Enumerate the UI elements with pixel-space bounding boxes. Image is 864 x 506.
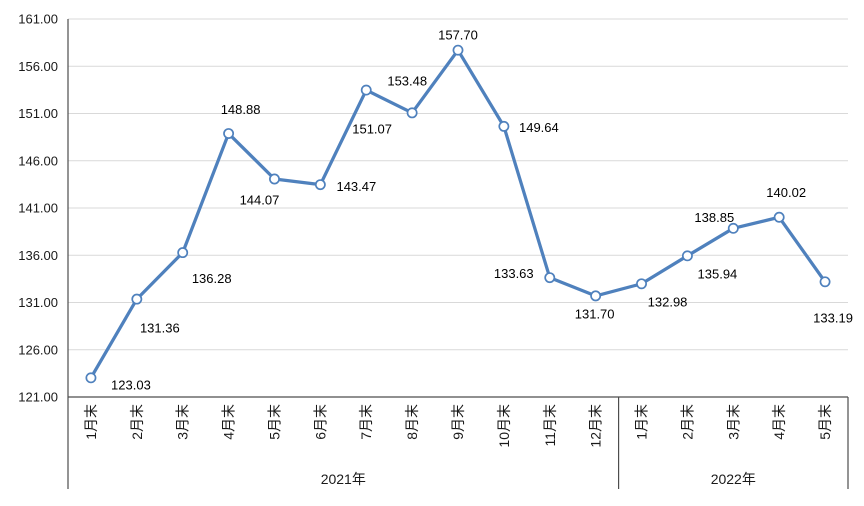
data-value-label: 151.07 — [352, 121, 392, 136]
data-value-label: 143.47 — [336, 179, 376, 194]
data-point-marker — [452, 44, 464, 56]
y-axis-tick-label: 126.00 — [18, 342, 58, 357]
data-point-marker — [314, 179, 326, 191]
data-point-marker — [681, 250, 693, 262]
data-value-label: 135.94 — [698, 266, 738, 281]
x-axis-category-label: 11月末 — [542, 404, 558, 447]
y-axis-tick-label: 121.00 — [18, 390, 58, 405]
data-value-label: 149.64 — [519, 120, 559, 135]
data-value-label: 131.70 — [575, 306, 615, 321]
data-value-label: 144.07 — [240, 192, 280, 207]
y-axis-tick-label: 141.00 — [18, 201, 58, 216]
data-point-marker — [131, 293, 143, 305]
data-point-marker — [773, 211, 785, 223]
data-value-label: 133.19 — [813, 310, 853, 325]
data-value-label: 138.85 — [694, 210, 734, 225]
data-point-marker — [727, 222, 739, 234]
data-point-marker — [498, 120, 510, 132]
data-value-label: 131.36 — [140, 321, 180, 336]
x-axis-category-label: 7月末 — [358, 404, 374, 440]
x-axis-category-label: 1月末 — [634, 404, 650, 440]
x-axis-category-label: 1月末 — [83, 404, 99, 440]
x-axis-year-label: 2022年 — [711, 471, 756, 487]
data-value-label: 133.63 — [494, 266, 534, 281]
x-axis-category-label: 2月末 — [679, 404, 695, 440]
data-value-label: 132.98 — [648, 294, 688, 309]
y-axis-tick-label: 151.00 — [18, 106, 58, 121]
data-value-label: 153.48 — [387, 74, 427, 89]
x-axis-category-label: 6月末 — [312, 404, 328, 440]
data-point-marker — [406, 107, 418, 119]
data-point-marker — [590, 290, 602, 302]
x-axis-category-label: 2月末 — [129, 404, 145, 440]
data-value-label: 140.02 — [766, 185, 806, 200]
data-point-marker — [544, 272, 556, 284]
x-axis-category-label: 10月末 — [496, 404, 512, 448]
data-value-label: 123.03 — [111, 377, 151, 392]
data-point-marker — [223, 128, 235, 139]
x-axis-category-label: 9月末 — [450, 404, 466, 440]
x-axis-category-label: 5月末 — [817, 404, 833, 440]
data-point-marker — [819, 276, 831, 288]
data-point-marker — [85, 372, 97, 384]
y-axis-tick-label: 156.00 — [18, 59, 58, 74]
x-axis-category-label: 12月末 — [588, 404, 604, 448]
y-axis-tick-label: 136.00 — [18, 248, 58, 263]
data-value-label: 148.88 — [221, 102, 261, 117]
y-axis-tick-label: 161.00 — [18, 12, 58, 27]
x-axis-category-label: 8月末 — [404, 404, 420, 440]
x-axis-category-label: 4月末 — [771, 404, 787, 440]
data-value-label: 136.28 — [192, 271, 232, 286]
x-axis-category-label: 4月末 — [221, 404, 237, 440]
x-axis-category-label: 3月末 — [175, 404, 191, 440]
data-point-marker — [269, 173, 280, 185]
x-axis-category-label: 3月末 — [725, 404, 741, 440]
x-axis-category-label: 5月末 — [266, 404, 282, 440]
data-point-marker — [177, 247, 189, 259]
x-axis-year-label: 2021年 — [321, 471, 366, 487]
data-value-label: 157.70 — [438, 28, 478, 43]
data-point-marker — [636, 278, 647, 290]
y-axis-tick-label: 131.00 — [18, 295, 58, 310]
data-point-marker — [360, 84, 372, 96]
y-axis-tick-label: 146.00 — [18, 153, 58, 168]
